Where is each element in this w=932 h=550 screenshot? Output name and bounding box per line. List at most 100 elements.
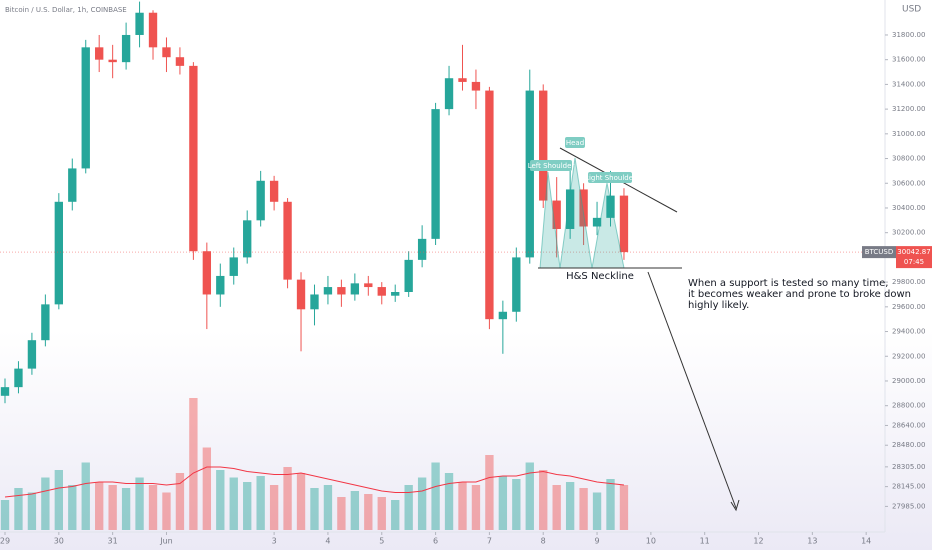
volume-bar [350, 491, 360, 530]
volume-bar [364, 494, 373, 530]
left-shoulder-label: Left Shoulder [528, 162, 575, 170]
candle-body [283, 201, 292, 280]
volume-bar [283, 467, 292, 530]
candle-body [619, 195, 629, 253]
candle-body [0, 387, 10, 396]
y-tick-label: 30200.00 [892, 229, 925, 237]
candle-body [471, 81, 481, 91]
candle-body [525, 90, 534, 258]
y-tick-label: 29800.00 [892, 278, 925, 286]
volume-bar [431, 462, 440, 530]
neckline-label: H&S Neckline [566, 271, 634, 282]
candle-body [512, 257, 521, 312]
candle-body [256, 180, 265, 221]
candle-body [68, 168, 77, 202]
y-tick-label: 28640.00 [892, 421, 925, 429]
y-tick-label: 29400.00 [892, 328, 925, 336]
x-tick-label: 9 [595, 537, 600, 546]
volume-bar [512, 479, 521, 530]
volume-bar [121, 488, 131, 530]
volume-bar [135, 477, 144, 530]
volume-bar [229, 477, 238, 530]
y-tick-label: 29200.00 [892, 352, 925, 360]
candle-body [95, 47, 104, 60]
volume-bar [377, 497, 386, 530]
x-tick-label: 5 [379, 537, 384, 546]
volume-bar [485, 455, 494, 530]
candle-body [310, 294, 319, 310]
x-tick-label: 12 [753, 537, 763, 546]
candle-body [606, 195, 615, 218]
volume-bar [256, 476, 265, 530]
candle-body [377, 287, 386, 296]
x-tick-label: 31 [108, 537, 118, 546]
symbol-tag [862, 246, 896, 259]
chart-title: Bitcoin / U.S. Dollar, 1h, COINBASE [5, 6, 127, 14]
x-tick-label: 10 [646, 537, 656, 546]
volume-bar [68, 485, 77, 530]
volume-bar [243, 482, 252, 530]
volume-bar [175, 473, 185, 530]
candle-body [592, 217, 602, 227]
candle-body [458, 78, 467, 82]
volume-bar [202, 447, 212, 530]
note-line: it becomes weaker and prone to broke dow… [688, 289, 911, 300]
volume-bar [95, 482, 104, 530]
candle-body [485, 90, 494, 320]
candle-body [41, 304, 50, 341]
candle-body [444, 78, 454, 110]
symbol-label: BTCUSD [865, 248, 894, 256]
y-tick-label: 31400.00 [892, 80, 925, 88]
candle-body [162, 47, 171, 58]
y-tick-label: 30800.00 [892, 155, 925, 163]
arrow-line [647, 271, 737, 509]
x-tick-label: 11 [700, 537, 710, 546]
volume-bar [619, 485, 629, 530]
candle-body [417, 238, 427, 260]
volume-bar [444, 473, 454, 530]
y-tick-label: 30400.00 [892, 204, 925, 212]
volume-bar [41, 477, 50, 530]
volume-bar [108, 485, 117, 530]
candle-body [296, 279, 306, 310]
candle-body [243, 220, 252, 258]
x-tick-label: 6 [433, 537, 438, 546]
candle-body [229, 257, 238, 276]
x-tick-label: 3 [272, 537, 277, 546]
candle-body [404, 259, 413, 293]
volume-bar [0, 500, 10, 530]
volume-bar [27, 492, 37, 530]
candle-body [202, 251, 212, 295]
y-tick-label: 31200.00 [892, 105, 925, 113]
price-tag [896, 246, 932, 269]
candle-body [565, 189, 575, 229]
head-tag [565, 137, 585, 148]
y-tick-label: 29000.00 [892, 377, 925, 385]
right-shoulder-tag [588, 172, 632, 183]
candle-body [27, 340, 37, 369]
x-tick-label: 30 [54, 537, 64, 546]
y-tick-label: 28800.00 [892, 402, 925, 410]
y-tick-label: 28145.00 [892, 483, 925, 491]
x-tick-label: 4 [325, 537, 330, 546]
candle-body [337, 287, 346, 295]
volume-bar [471, 485, 481, 530]
x-tick-label: 8 [541, 537, 546, 546]
left-shoulder-tag [530, 160, 572, 171]
y-tick-label: 31600.00 [892, 56, 925, 64]
price-label: 30042.87 [897, 248, 930, 256]
candle-body [135, 12, 144, 35]
volume-bar [606, 479, 615, 530]
x-tick-label: 7 [487, 537, 492, 546]
candle-body [552, 200, 561, 229]
volume-bar [14, 488, 23, 530]
volume-bar [417, 477, 427, 530]
x-tick-label: Jun [159, 537, 173, 546]
candle-body [148, 12, 158, 48]
candle-body [216, 275, 225, 295]
head-label: Head [566, 139, 584, 147]
candle-body [364, 283, 373, 288]
